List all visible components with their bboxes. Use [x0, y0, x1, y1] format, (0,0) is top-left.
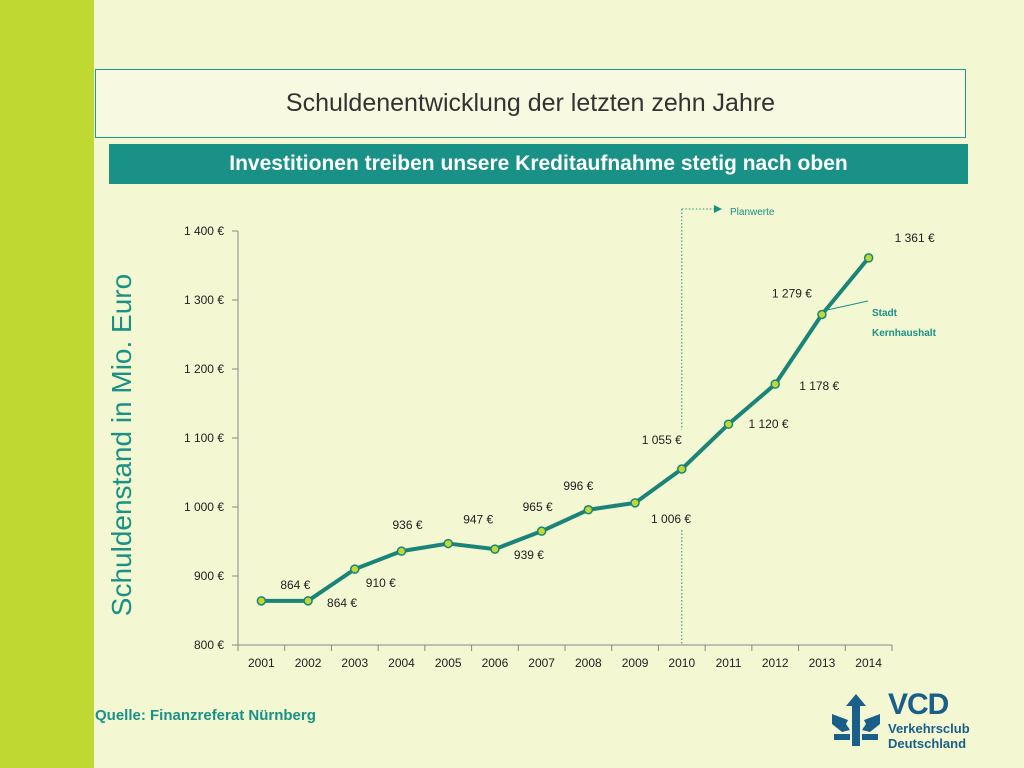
side-accent-bar	[0, 0, 94, 768]
data-point	[583, 505, 594, 515]
data-label: 936 €	[392, 518, 422, 532]
data-label: 939 €	[514, 548, 544, 562]
data-point	[396, 546, 407, 556]
y-tick-label: 1 300 €	[184, 293, 224, 307]
data-label: 1 006 €	[651, 512, 691, 526]
vcd-tree-icon	[832, 694, 880, 746]
x-tick-label: 2007	[528, 656, 555, 670]
data-point	[256, 596, 267, 606]
x-tick-label: 2014	[855, 656, 882, 670]
plan-arrow-head	[714, 205, 722, 213]
data-label: 947 €	[463, 513, 493, 527]
data-label: 1 279 €	[772, 286, 812, 300]
legend-label: Kernhaushalt	[872, 328, 937, 339]
y-tick-label: 800 €	[194, 638, 224, 652]
y-tick-label: 1 100 €	[184, 431, 224, 445]
data-label: 864 €	[327, 596, 357, 610]
data-point	[723, 419, 734, 429]
x-tick-label: 2012	[762, 656, 789, 670]
legend-label: Stadt	[872, 308, 898, 319]
y-tick-label: 1 400 €	[184, 224, 224, 238]
data-point	[350, 564, 360, 574]
series-line	[261, 256, 871, 603]
data-label: 1 055 €	[642, 433, 682, 447]
data-point	[630, 498, 640, 508]
y-tick-label: 900 €	[194, 569, 224, 583]
data-label: 1 361 €	[895, 231, 935, 245]
x-tick-label: 2002	[295, 656, 322, 670]
data-point	[817, 309, 827, 320]
x-tick-label: 2001	[248, 656, 275, 670]
vcd-logo-line1: Verkehrsclub	[888, 721, 970, 736]
data-label: 864 €	[280, 578, 310, 592]
data-label: 1 178 €	[799, 379, 839, 393]
x-tick-label: 2013	[809, 656, 836, 670]
data-label: 965 €	[523, 500, 553, 514]
legend-leader-line	[824, 300, 869, 311]
slide-title: Schuldenentwicklung der letzten zehn Jah…	[95, 69, 966, 138]
x-tick-label: 2005	[435, 656, 462, 670]
x-tick-label: 2009	[622, 656, 649, 670]
y-tick-label: 1 200 €	[184, 362, 224, 376]
y-tick-label: 1 000 €	[184, 500, 224, 514]
data-point	[536, 526, 547, 536]
vcd-logo: VCD Verkehrsclub Deutschland	[826, 690, 996, 752]
vcd-logo-text: VCD Verkehrsclub Deutschland	[888, 688, 970, 751]
plan-annotation: Planwerte	[730, 207, 775, 218]
data-label: 996 €	[563, 479, 593, 493]
vcd-logo-name: VCD	[888, 688, 949, 721]
data-point	[443, 538, 453, 549]
source-note: Quelle: Finanzreferat Nürnberg	[95, 707, 316, 724]
slide-subtitle-text: Investitionen treiben unsere Kreditaufna…	[229, 152, 848, 175]
data-point	[490, 544, 500, 554]
x-tick-label: 2004	[388, 656, 415, 670]
x-tick-label: 2008	[575, 656, 602, 670]
vcd-logo-line2: Deutschland	[888, 736, 967, 751]
data-point	[677, 464, 687, 474]
x-tick-label: 2010	[668, 656, 695, 670]
data-point	[770, 379, 780, 389]
x-tick-label: 2011	[716, 656, 742, 670]
data-label: 910 €	[366, 576, 396, 590]
slide-title-text: Schuldenentwicklung der letzten zehn Jah…	[285, 89, 776, 117]
x-tick-label: 2003	[341, 656, 368, 670]
data-label: 1 120 €	[748, 417, 788, 431]
slide-subtitle: Investitionen treiben unsere Kreditaufna…	[109, 144, 968, 184]
data-point	[863, 253, 874, 263]
x-tick-label: 2006	[482, 656, 509, 670]
data-point	[303, 596, 313, 606]
